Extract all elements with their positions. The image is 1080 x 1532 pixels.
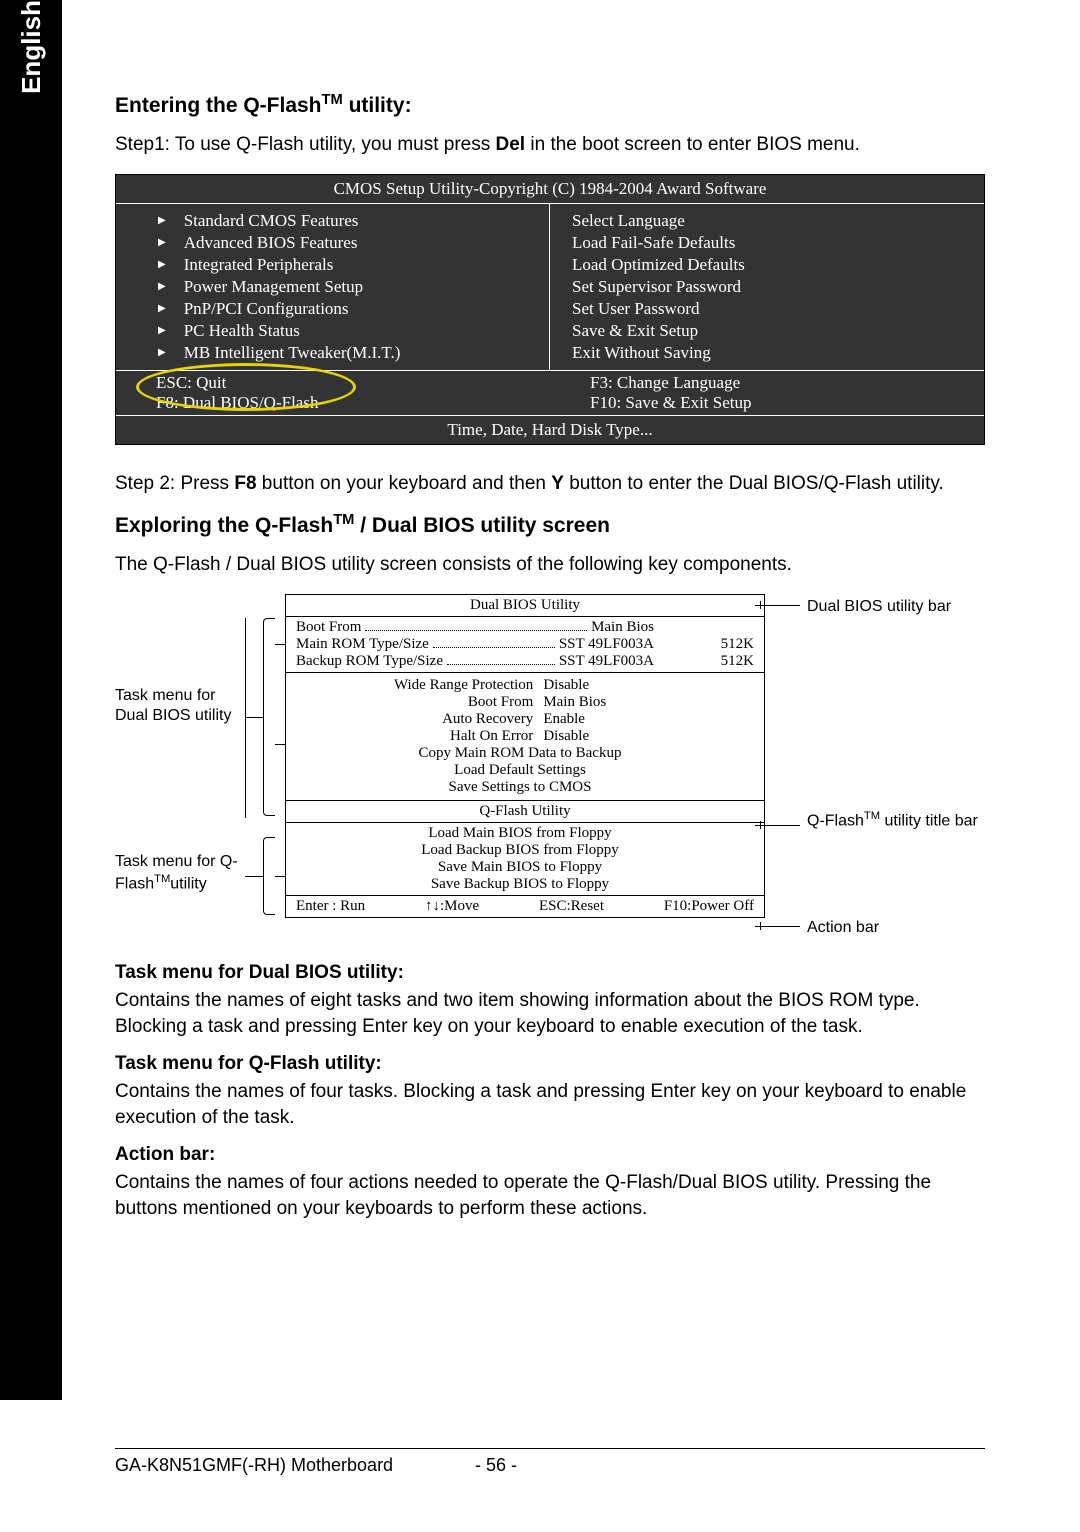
triangle-icon: ▶ xyxy=(158,303,166,314)
callout-action-bar: Action bar xyxy=(807,918,879,938)
dual-task-menu: Wide Range ProtectionDisable Boot FromMa… xyxy=(286,673,764,801)
page-number: - 56 - xyxy=(475,1455,555,1476)
heading-exploring-qflash: Exploring the Q-FlashTM / Dual BIOS util… xyxy=(115,512,985,538)
cmos-left-col: ▶Standard CMOS Features ▶Advanced BIOS F… xyxy=(116,204,550,370)
page-footer: GA-K8N51GMF(-RH) Motherboard - 56 - xyxy=(115,1448,985,1476)
body-action-bar: Contains the names of four actions neede… xyxy=(115,1170,985,1221)
triangle-icon: ▶ xyxy=(158,281,166,292)
dual-bios-box: Dual BIOS Utility Boot FromMain Bios Mai… xyxy=(285,594,765,918)
subhead-dual-task: Task menu for Dual BIOS utility: xyxy=(115,962,985,984)
heading-entering-qflash: Entering the Q-FlashTM utility: xyxy=(115,92,985,118)
callout-dual-task-menu: Task menu for Dual BIOS utility xyxy=(115,686,245,726)
cmos-title: CMOS Setup Utility-Copyright (C) 1984-20… xyxy=(116,175,984,204)
callout-qflash-title: Q-FlashTM utility title bar xyxy=(807,809,978,831)
qflash-title-bar: Q-Flash Utility xyxy=(286,801,764,823)
dual-title-bar: Dual BIOS Utility xyxy=(286,595,764,617)
language-sidebar: English xyxy=(0,0,62,1400)
step1-text: Step1: To use Q-Flash utility, you must … xyxy=(115,132,985,158)
cmos-bottom-text: Time, Date, Hard Disk Type... xyxy=(116,416,984,444)
body-dual-task: Contains the names of eight tasks and tw… xyxy=(115,988,985,1039)
cmos-setup-box: CMOS Setup Utility-Copyright (C) 1984-20… xyxy=(115,174,985,445)
dual-bios-diagram: Dual BIOS Utility Boot FromMain Bios Mai… xyxy=(115,594,985,940)
dual-rom-info: Boot FromMain Bios Main ROM Type/SizeSST… xyxy=(286,617,764,673)
action-bar: Enter : Run ↑↓:Move ESC:Reset F10:Power … xyxy=(286,896,764,917)
triangle-icon: ▶ xyxy=(158,325,166,336)
step2-text: Step 2: Press F8 button on your keyboard… xyxy=(115,471,985,497)
subhead-qflash-task: Task menu for Q-Flash utility: xyxy=(115,1053,985,1075)
language-label: English xyxy=(16,0,47,116)
footer-left: GA-K8N51GMF(-RH) Motherboard xyxy=(115,1455,475,1476)
qflash-task-menu: Load Main BIOS from Floppy Load Backup B… xyxy=(286,823,764,896)
cmos-footer: ESC: Quit F8: Dual BIOS/Q-Flash F3: Chan… xyxy=(116,371,984,416)
triangle-icon: ▶ xyxy=(158,215,166,226)
triangle-icon: ▶ xyxy=(158,347,166,358)
callout-dual-title: Dual BIOS utility bar xyxy=(807,597,951,617)
triangle-icon: ▶ xyxy=(158,237,166,248)
page-content: Entering the Q-FlashTM utility: Step1: T… xyxy=(115,92,985,1232)
subhead-action-bar: Action bar: xyxy=(115,1144,985,1166)
body-qflash-task: Contains the names of four tasks. Blocki… xyxy=(115,1079,985,1130)
section2-body: The Q-Flash / Dual BIOS utility screen c… xyxy=(115,552,985,578)
triangle-icon: ▶ xyxy=(158,259,166,270)
callout-qflash-task-menu: Task menu for Q-FlashTMutility xyxy=(115,852,251,894)
cmos-right-col: Select Language Load Fail-Safe Defaults … xyxy=(550,204,984,370)
